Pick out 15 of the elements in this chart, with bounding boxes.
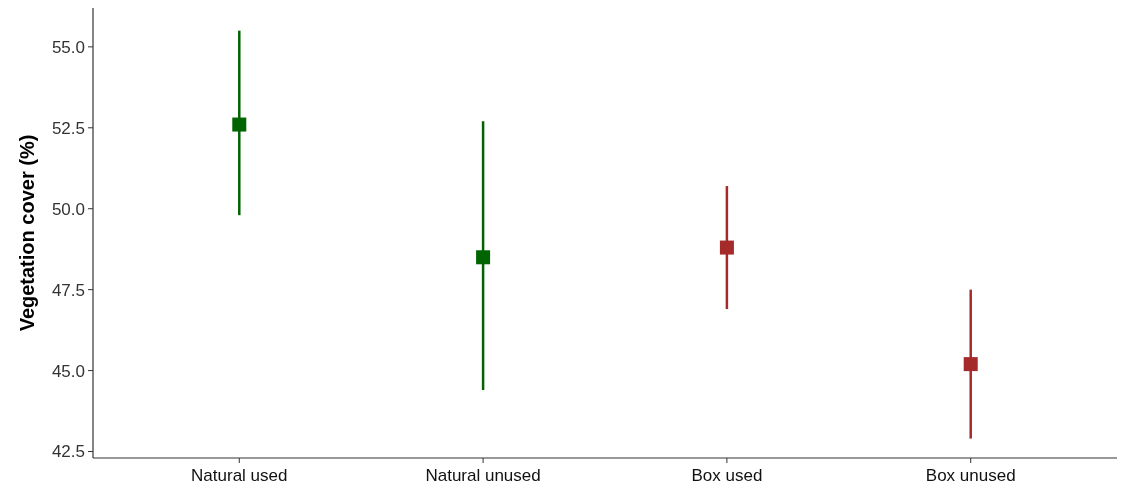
- y-tick-label: 50.0: [51, 199, 85, 219]
- x-tick-label: Box used: [691, 466, 763, 485]
- x-tick-label: Natural used: [191, 466, 288, 485]
- x-tick-label: Natural unused: [425, 466, 541, 485]
- y-tick-label: 45.0: [51, 361, 85, 381]
- point: [232, 117, 247, 132]
- x-tick-label: Box unused: [925, 466, 1016, 485]
- point: [476, 250, 491, 265]
- y-tick-label: 47.5: [51, 280, 85, 300]
- y-tick-label: 52.5: [51, 118, 85, 138]
- y-tick-label: 42.5: [51, 442, 85, 462]
- point: [963, 357, 978, 372]
- point: [719, 240, 734, 255]
- y-tick-label: 55.0: [51, 37, 85, 57]
- y-axis-title: Vegetation cover (%): [16, 134, 38, 332]
